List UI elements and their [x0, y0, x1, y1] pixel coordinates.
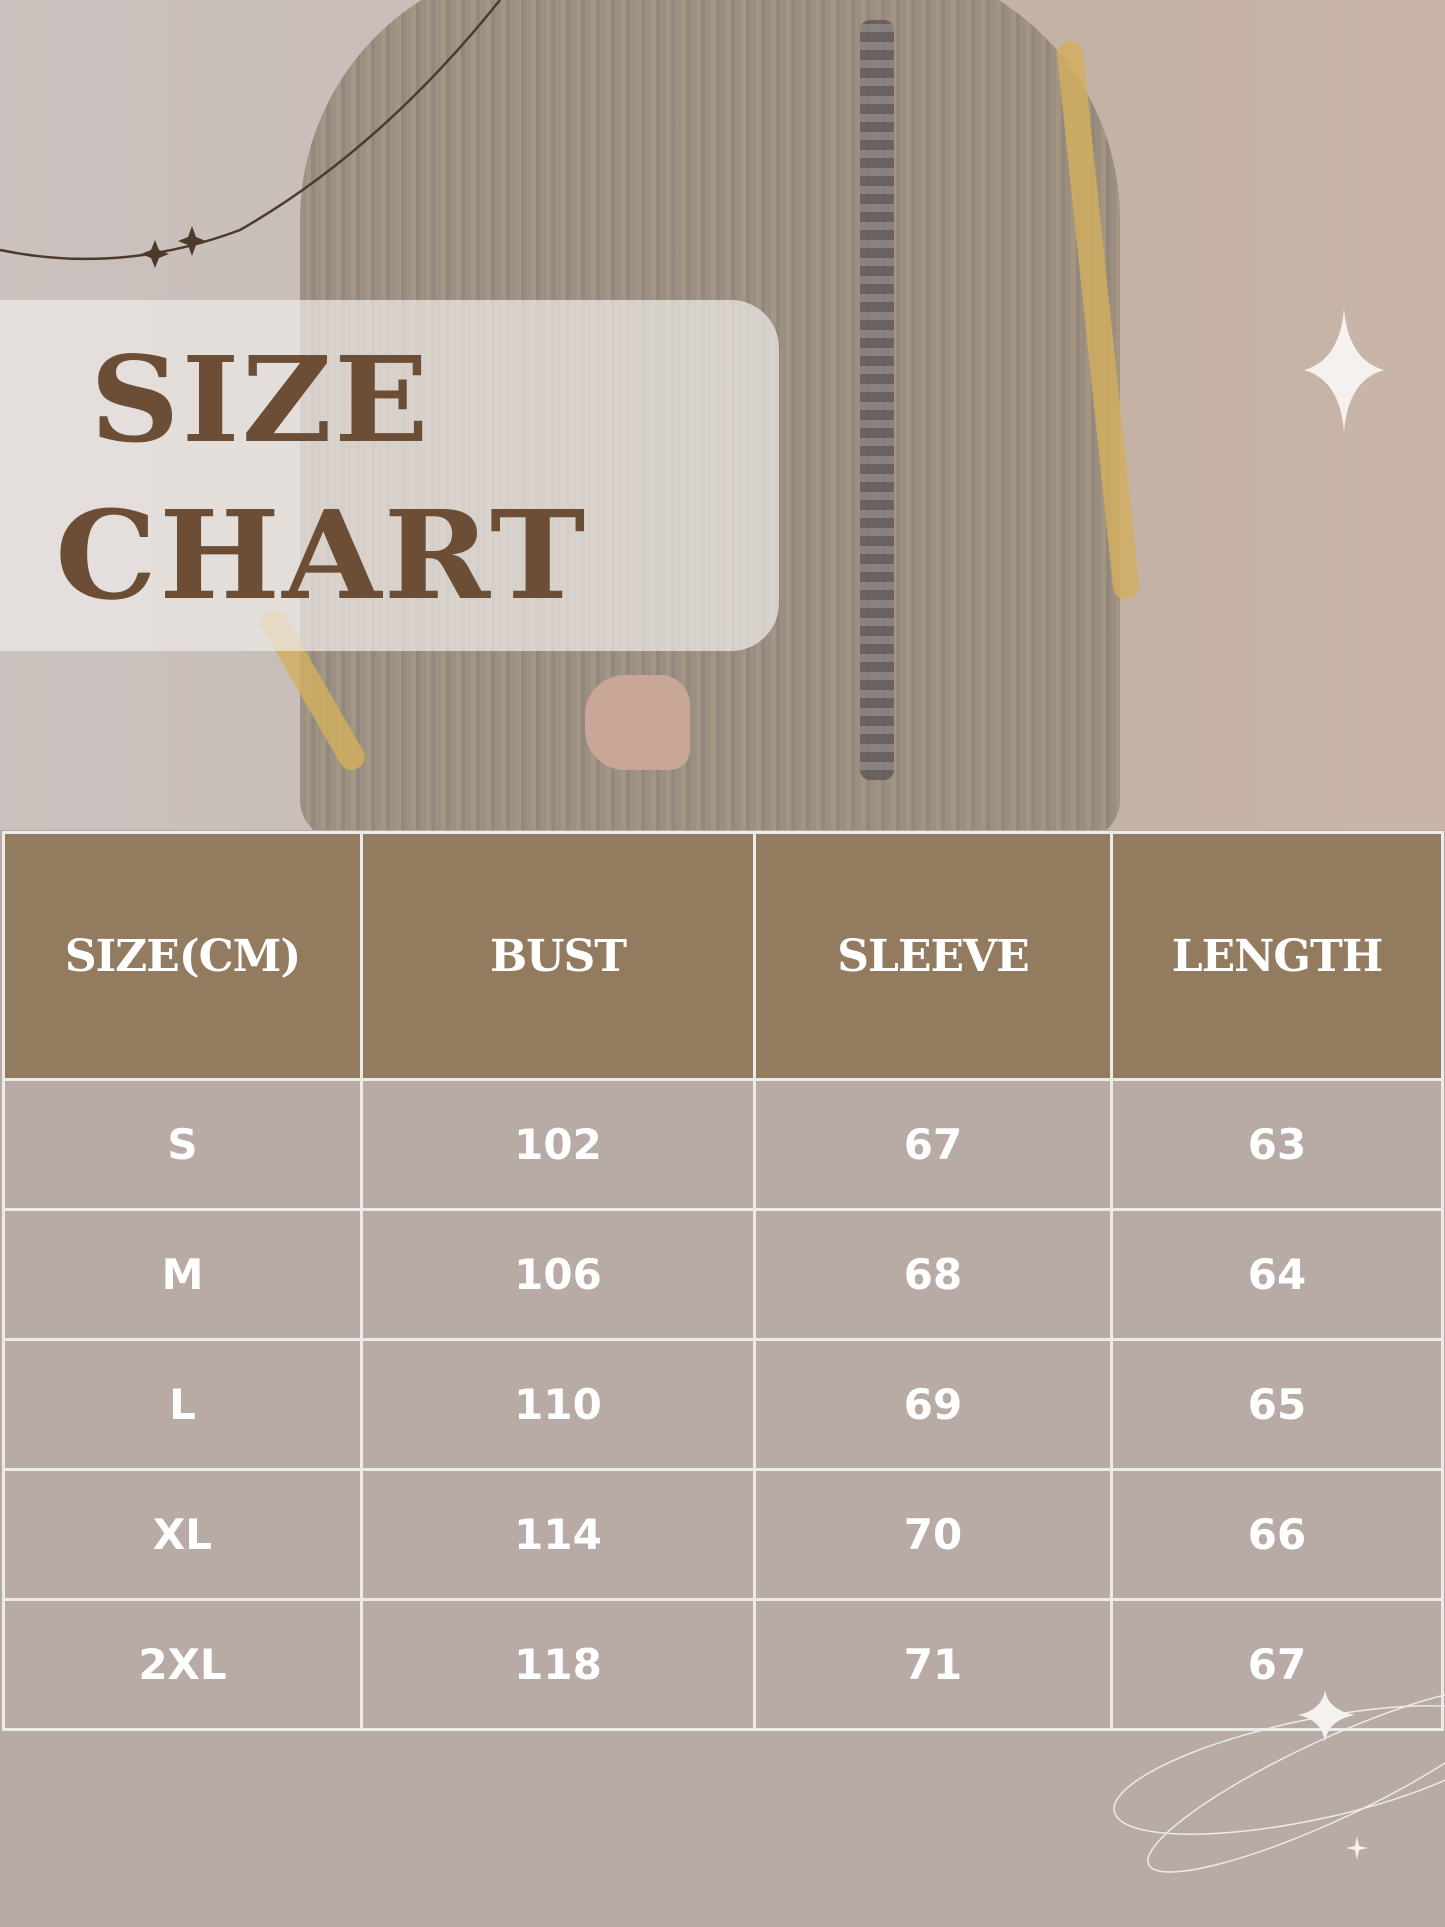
cell-sleeve: 68 — [753, 1208, 1113, 1341]
cell-length: 64 — [1110, 1208, 1444, 1341]
table-row: XL 114 70 66 — [2, 1468, 1444, 1601]
table-row: 2XL 118 71 67 — [2, 1598, 1444, 1731]
hand-image — [585, 675, 690, 770]
bag-strap-image — [860, 20, 894, 780]
cell-bust: 118 — [360, 1598, 756, 1731]
cell-size: XL — [2, 1468, 363, 1601]
cell-size: 2XL — [2, 1598, 363, 1731]
title-panel — [0, 300, 779, 651]
cell-length: 66 — [1110, 1468, 1444, 1601]
cell-length: 63 — [1110, 1078, 1444, 1211]
cell-bust: 110 — [360, 1338, 756, 1471]
sparkle-icon — [141, 240, 169, 268]
arc-line-decoration — [0, 0, 501, 268]
cell-bust: 114 — [360, 1468, 756, 1601]
cell-sleeve: 69 — [753, 1338, 1113, 1471]
cell-length: 67 — [1110, 1598, 1444, 1731]
cell-bust: 102 — [360, 1078, 756, 1211]
title-line-2: CHART — [55, 483, 588, 627]
cell-bust: 106 — [360, 1208, 756, 1341]
header-sleeve: SLEEVE — [753, 831, 1113, 1081]
header-bust: BUST — [360, 831, 756, 1081]
title-line-1: SIZE — [90, 330, 431, 469]
sparkle-icon — [1304, 308, 1384, 432]
size-chart-table: SIZE(CM) BUST SLEEVE LENGTH S 102 67 63 M 10… — [2, 831, 1444, 1731]
cell-length: 65 — [1110, 1338, 1444, 1471]
header-length: LENGTH — [1110, 831, 1444, 1081]
sparkle-icon — [1346, 1836, 1368, 1860]
cell-sleeve: 70 — [753, 1468, 1113, 1601]
cell-sleeve: 71 — [753, 1598, 1113, 1731]
table-header-row: SIZE(CM) BUST SLEEVE LENGTH — [2, 831, 1444, 1081]
sparkle-icon — [178, 226, 206, 256]
table-row: L 110 69 65 — [2, 1338, 1444, 1471]
header-size: SIZE(CM) — [2, 831, 363, 1081]
cell-sleeve: 67 — [753, 1078, 1113, 1211]
cell-size: L — [2, 1338, 363, 1471]
sparkle-icon — [1298, 1690, 1355, 1742]
table-row: S 102 67 63 — [2, 1078, 1444, 1211]
cell-size: M — [2, 1208, 363, 1341]
cell-size: S — [2, 1078, 363, 1211]
table-row: M 106 68 64 — [2, 1208, 1444, 1341]
orbit-decoration — [1113, 1687, 1445, 1873]
